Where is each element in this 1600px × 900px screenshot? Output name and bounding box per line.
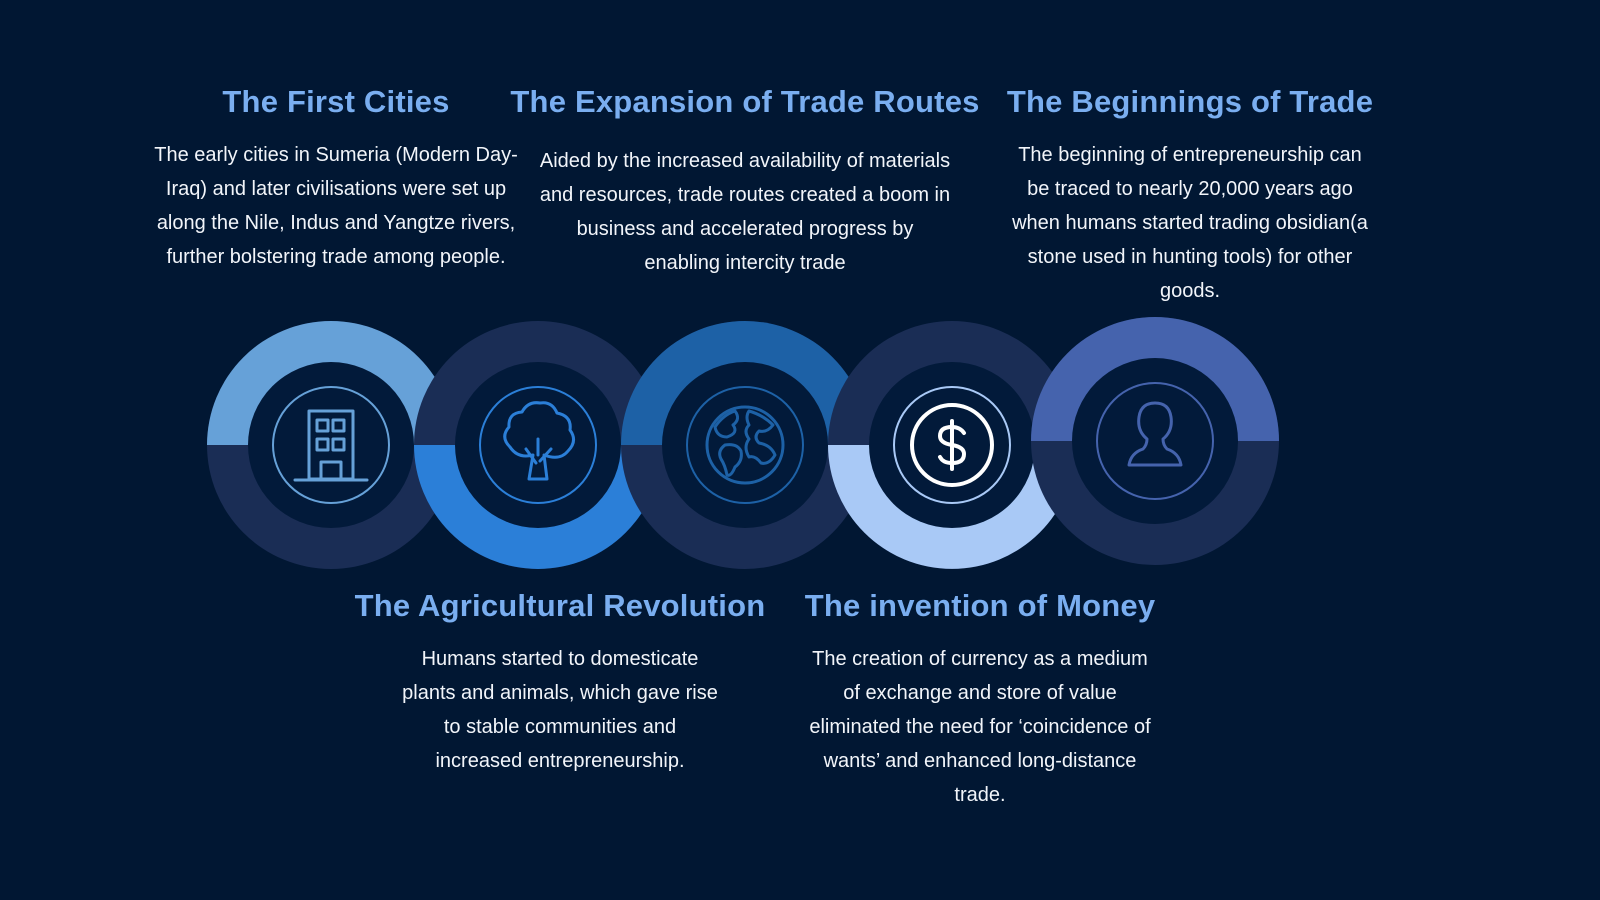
icon-frame [272,386,390,504]
icon-frame [1096,382,1214,500]
ring-money [828,321,1076,569]
ring-first [207,321,455,569]
milestone-title: The Beginnings of Trade [1006,84,1374,119]
tree-icon [503,401,575,481]
milestone-description: Humans started to domesticate plants and… [402,648,718,772]
globe-icon [705,405,785,485]
milestone-invention-of-money: The invention of Money The creation of c… [780,588,1180,812]
milestone-title: The Agricultural Revolution [354,588,766,623]
icon-frame [479,386,597,504]
milestone-first-cities: The First Cities The early cities in Sum… [140,84,532,274]
milestone-beginnings-of-trade: The Beginnings of Trade The beginning of… [1005,84,1375,308]
milestone-trade-routes: The Expansion of Trade Routes Aided by t… [505,84,985,280]
icon-frame [893,386,1011,504]
milestone-description: The beginning of entrepreneurship can be… [1012,144,1368,302]
milestone-description: The early cities in Sumeria (Modern Day-… [154,144,518,268]
dollar-icon [910,403,994,487]
milestone-description: The creation of currency as a medium of … [809,648,1151,806]
milestone-title: The Expansion of Trade Routes [510,84,980,119]
milestone-title: The invention of Money [804,588,1156,623]
ring-begin [1031,317,1279,565]
ring-expand [621,321,869,569]
milestone-title: The First Cities [222,84,450,119]
icon-frame [686,386,804,504]
person-icon [1127,401,1183,467]
building-icon [293,409,369,482]
milestone-description: Aided by the increased availability of m… [539,150,951,274]
ring-agri [414,321,662,569]
milestone-agricultural-revolution: The Agricultural Revolution Humans start… [350,588,770,778]
